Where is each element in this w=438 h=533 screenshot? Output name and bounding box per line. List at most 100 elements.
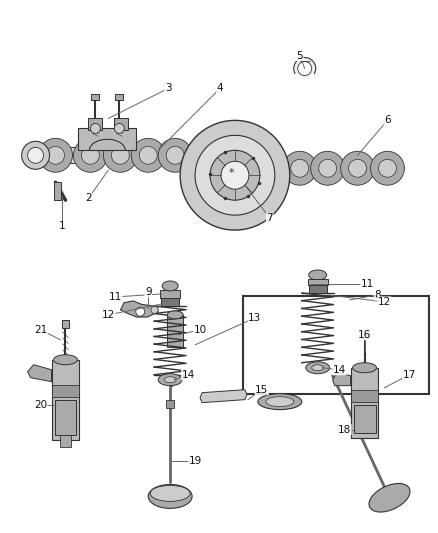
Text: 11: 11: [109, 292, 122, 302]
Ellipse shape: [294, 58, 316, 79]
Ellipse shape: [39, 139, 72, 172]
Ellipse shape: [139, 147, 157, 164]
Ellipse shape: [210, 150, 260, 200]
Ellipse shape: [164, 377, 176, 383]
Ellipse shape: [196, 147, 214, 164]
Text: 7: 7: [267, 213, 273, 223]
Ellipse shape: [291, 159, 309, 177]
Ellipse shape: [103, 139, 137, 172]
Text: 18: 18: [338, 425, 351, 434]
Text: 15: 15: [255, 385, 268, 394]
Polygon shape: [200, 390, 247, 402]
Bar: [52, 385, 79, 397]
Bar: [53, 182, 60, 200]
Ellipse shape: [306, 362, 330, 374]
Ellipse shape: [312, 365, 324, 371]
Ellipse shape: [258, 394, 302, 410]
Bar: [52, 360, 79, 440]
Bar: [114, 118, 128, 131]
Ellipse shape: [81, 147, 99, 164]
Ellipse shape: [311, 151, 345, 185]
Text: 9: 9: [145, 287, 152, 297]
Text: 17: 17: [403, 370, 416, 379]
Bar: [161, 298, 179, 306]
Text: 13: 13: [248, 313, 261, 323]
Bar: [92, 94, 99, 100]
Text: 10: 10: [194, 325, 207, 335]
Ellipse shape: [236, 159, 254, 177]
Ellipse shape: [228, 151, 262, 185]
Text: 20: 20: [34, 400, 47, 410]
Ellipse shape: [353, 363, 377, 373]
Ellipse shape: [162, 281, 178, 291]
Bar: [160, 290, 180, 298]
Ellipse shape: [53, 355, 78, 365]
Ellipse shape: [283, 151, 317, 185]
Ellipse shape: [319, 159, 337, 177]
Bar: [243, 296, 428, 394]
Ellipse shape: [309, 270, 327, 280]
Ellipse shape: [255, 151, 289, 185]
Ellipse shape: [74, 139, 107, 172]
Text: 12: 12: [102, 310, 115, 320]
Text: 21: 21: [34, 325, 47, 335]
Ellipse shape: [298, 61, 312, 76]
Ellipse shape: [195, 135, 275, 215]
Ellipse shape: [21, 141, 49, 169]
Bar: [350, 368, 378, 438]
Text: 6: 6: [384, 115, 391, 125]
Bar: [60, 434, 71, 447]
Bar: [230, 160, 399, 176]
Ellipse shape: [188, 139, 222, 172]
Bar: [360, 330, 368, 338]
Text: 5: 5: [297, 51, 303, 61]
Text: 2: 2: [85, 193, 92, 203]
Ellipse shape: [136, 307, 145, 316]
Text: 14: 14: [181, 370, 195, 379]
Ellipse shape: [378, 159, 396, 177]
Ellipse shape: [131, 139, 165, 172]
Bar: [350, 390, 378, 402]
Ellipse shape: [151, 306, 158, 313]
Bar: [308, 279, 328, 285]
Bar: [61, 320, 70, 328]
Ellipse shape: [158, 139, 192, 172]
Bar: [167, 315, 183, 347]
Polygon shape: [28, 365, 52, 382]
Ellipse shape: [158, 374, 182, 386]
Ellipse shape: [371, 151, 404, 185]
Bar: [115, 94, 124, 100]
Ellipse shape: [180, 120, 290, 230]
Bar: [353, 405, 375, 433]
Ellipse shape: [46, 147, 64, 164]
Ellipse shape: [263, 159, 281, 177]
Text: 19: 19: [188, 456, 202, 466]
Ellipse shape: [221, 161, 249, 189]
Text: 12: 12: [378, 297, 391, 307]
Ellipse shape: [150, 486, 190, 502]
Ellipse shape: [167, 311, 183, 319]
Text: 4: 4: [217, 84, 223, 93]
Bar: [309, 285, 327, 293]
Text: 16: 16: [358, 330, 371, 340]
Ellipse shape: [90, 123, 100, 133]
Ellipse shape: [266, 397, 294, 407]
Ellipse shape: [111, 147, 129, 164]
Ellipse shape: [28, 147, 43, 163]
Text: 3: 3: [165, 84, 171, 93]
Ellipse shape: [349, 159, 367, 177]
Polygon shape: [120, 301, 158, 317]
Bar: [54, 400, 77, 434]
Ellipse shape: [166, 147, 184, 164]
Bar: [28, 147, 230, 163]
Ellipse shape: [341, 151, 374, 185]
Ellipse shape: [369, 483, 410, 512]
Polygon shape: [332, 373, 350, 386]
Text: 1: 1: [59, 221, 66, 231]
Text: 11: 11: [361, 279, 374, 289]
Bar: [88, 118, 102, 131]
Ellipse shape: [114, 123, 124, 133]
Text: *: *: [228, 168, 234, 178]
Text: 14: 14: [333, 365, 346, 375]
Bar: [166, 400, 174, 408]
